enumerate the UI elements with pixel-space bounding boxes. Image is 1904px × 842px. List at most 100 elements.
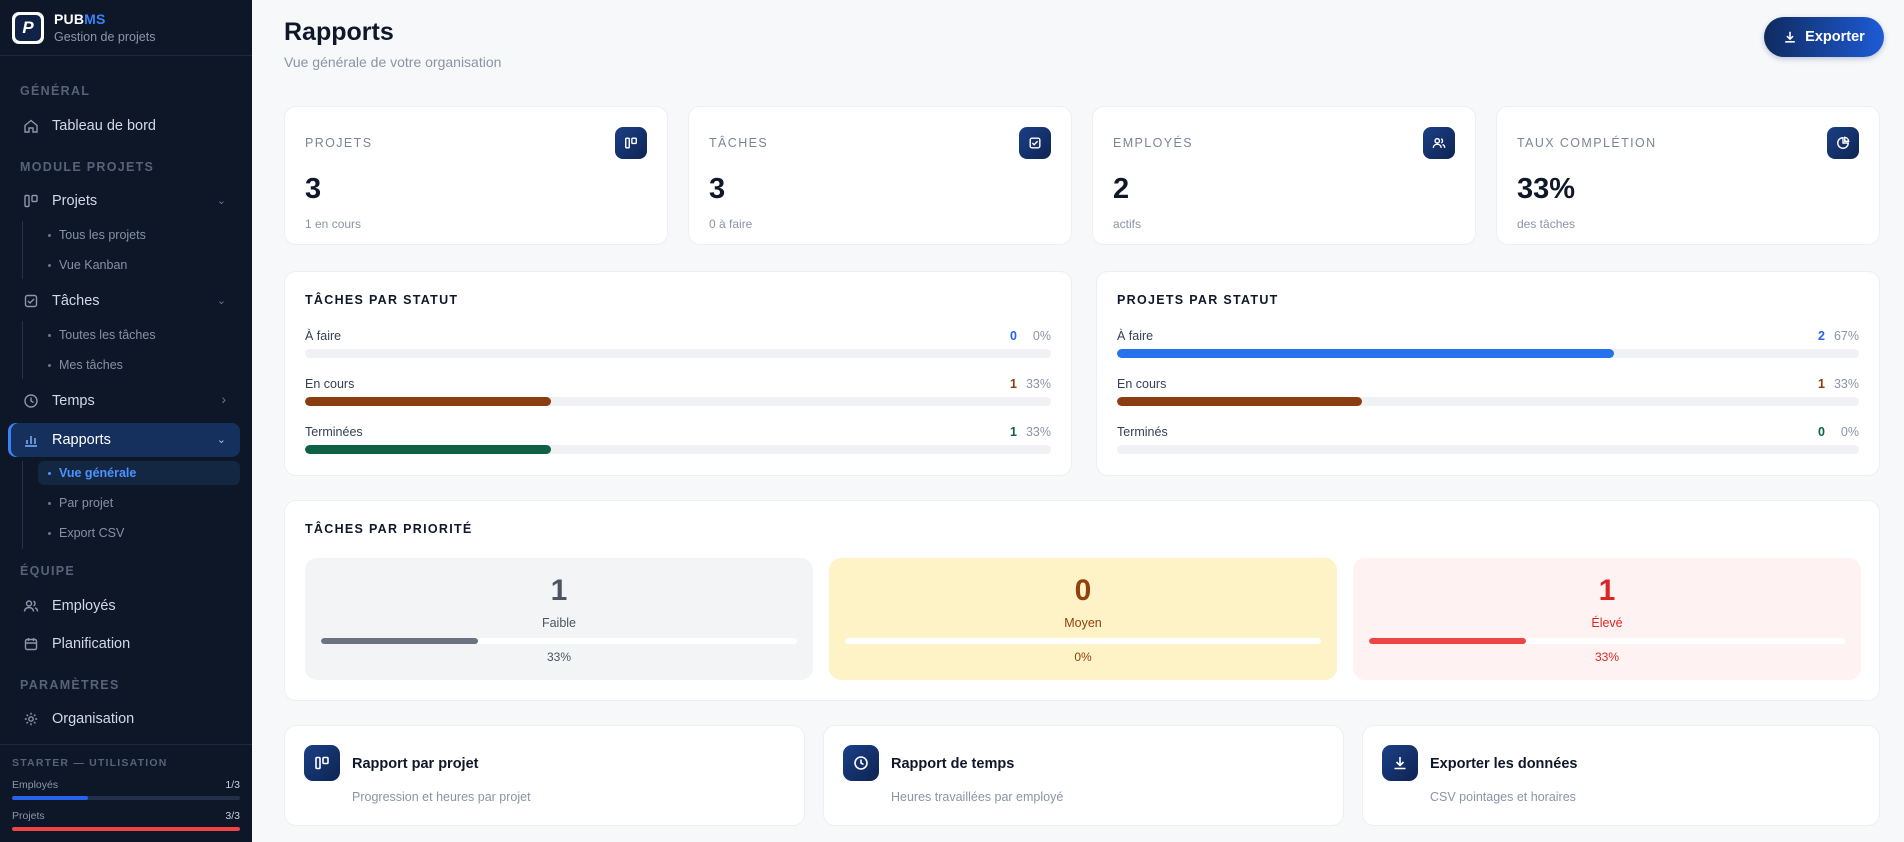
priority-high: 1 Élevé 33%: [1353, 558, 1861, 680]
sub-my-tasks[interactable]: Mes tâches: [38, 353, 240, 377]
export-button[interactable]: Exporter: [1764, 17, 1884, 57]
chevron-down-icon: ⌄: [216, 195, 226, 207]
usage-employees-row: Employés 1/3: [12, 779, 240, 791]
card-title: TÂCHES PAR PRIORITÉ: [305, 522, 473, 536]
tasks-by-priority-card: TÂCHES PAR PRIORITÉ 1 Faible 33% 0 Moyen…: [284, 500, 1880, 701]
report-title: Exporter les données: [1430, 756, 1578, 772]
report-description: CSV pointages et horaires: [1430, 790, 1576, 804]
nav-planning[interactable]: Planification: [8, 627, 240, 661]
kanban-icon: [615, 127, 647, 159]
projects-subtree-line: [22, 221, 23, 279]
report-title: Rapport de temps: [891, 756, 1015, 772]
stat-value: 3: [709, 173, 726, 205]
priority-medium: 0 Moyen 0%: [829, 558, 1337, 680]
usage-title: STARTER — UTILISATION: [12, 757, 168, 769]
reports-subtree-line: [22, 461, 23, 549]
stat-note: des tâches: [1517, 217, 1576, 231]
tasks-by-status-card: TÂCHES PAR STATUT À faire 0 0% En cours …: [284, 271, 1072, 476]
brand-name: PUBMS: [54, 11, 106, 27]
sub-all-projects[interactable]: Tous les projets: [38, 223, 240, 247]
chevron-right-icon: ›: [221, 391, 226, 407]
stat-label: TÂCHES: [709, 136, 769, 150]
section-general: GÉNÉRAL: [20, 84, 91, 98]
download-icon: [1382, 745, 1418, 781]
section-settings: PARAMÈTRES: [20, 678, 120, 692]
download-icon: [1783, 30, 1797, 44]
stat-card-projects: PROJETS 3 1 en cours: [284, 106, 668, 245]
usage-projects-bar: [12, 827, 240, 831]
sidebar: P PUBMS Gestion de projets GÉNÉRAL Table…: [0, 0, 252, 842]
chevron-down-icon: ⌄: [216, 295, 226, 307]
logo-letter: P: [15, 14, 41, 41]
stat-label: TAUX COMPLÉTION: [1517, 136, 1657, 150]
progress-track: [305, 349, 1051, 358]
priority-low: 1 Faible 33%: [305, 558, 813, 680]
report-description: Heures travaillées par employé: [891, 790, 1064, 804]
section-team: ÉQUIPE: [20, 564, 76, 578]
stat-note: actifs: [1113, 217, 1142, 231]
report-link-by-project[interactable]: Rapport par projet Progression et heures…: [284, 725, 805, 826]
sub-kanban[interactable]: Vue Kanban: [38, 253, 240, 277]
home-icon: [22, 117, 40, 135]
progress-track: [1117, 349, 1859, 358]
sub-overview[interactable]: Vue générale: [38, 461, 240, 485]
tasks-subtree-line: [22, 321, 23, 379]
progress-track: [305, 445, 1051, 454]
status-row: En cours 1 33%: [1117, 377, 1859, 417]
status-row: En cours 1 33%: [305, 377, 1051, 417]
nav-projects[interactable]: Projets ⌄: [8, 184, 240, 218]
status-row: À faire 0 0%: [305, 329, 1051, 369]
check-square-icon: [22, 292, 40, 310]
stat-note: 1 en cours: [305, 217, 362, 231]
users-icon: [22, 597, 40, 615]
nav-dashboard[interactable]: Tableau de bord: [8, 109, 240, 143]
stat-value: 2: [1113, 173, 1130, 205]
brand[interactable]: P PUBMS Gestion de projets: [0, 0, 252, 56]
report-description: Progression et heures par projet: [352, 790, 531, 804]
status-row: Terminées 1 33%: [305, 425, 1051, 465]
sub-export-csv[interactable]: Export CSV: [38, 521, 240, 545]
stat-label: PROJETS: [305, 136, 373, 150]
stat-label: EMPLOYÉS: [1113, 136, 1193, 150]
report-title: Rapport par projet: [352, 756, 479, 772]
status-row: Terminés 0 0%: [1117, 425, 1859, 465]
calendar-icon: [22, 635, 40, 653]
plan-usage: STARTER — UTILISATION Employés 1/3 Projet…: [0, 744, 252, 831]
kanban-icon: [304, 745, 340, 781]
sub-all-tasks[interactable]: Toutes les tâches: [38, 323, 240, 347]
users-icon: [1423, 127, 1455, 159]
page-title: Rapports: [284, 18, 394, 46]
page-subtitle: Vue générale de votre organisation: [284, 54, 502, 70]
usage-employees-bar: [12, 796, 240, 800]
nav-tasks[interactable]: Tâches ⌄: [8, 284, 240, 318]
main-content: Rapports Vue générale de votre organisat…: [252, 0, 1904, 842]
card-title: TÂCHES PAR STATUT: [305, 293, 459, 307]
stat-card-tasks: TÂCHES 3 0 à faire: [688, 106, 1072, 245]
brand-subtitle: Gestion de projets: [54, 30, 156, 44]
clock-icon: [843, 745, 879, 781]
check-square-icon: [1019, 127, 1051, 159]
usage-projects-row: Projets 3/3: [12, 810, 240, 822]
report-link-time[interactable]: Rapport de temps Heures travaillées par …: [823, 725, 1344, 826]
chevron-down-icon: ⌄: [216, 434, 226, 446]
app-logo: P: [12, 11, 44, 44]
nav-organization[interactable]: Organisation: [8, 702, 240, 736]
gear-icon: [22, 710, 40, 728]
status-row: À faire 2 67%: [1117, 329, 1859, 369]
card-title: PROJETS PAR STATUT: [1117, 293, 1279, 307]
kanban-icon: [22, 192, 40, 210]
stat-card-employees: EMPLOYÉS 2 actifs: [1092, 106, 1476, 245]
stat-card-completion: TAUX COMPLÉTION 33% des tâches: [1496, 106, 1880, 245]
nav-time[interactable]: Temps ›: [8, 384, 240, 418]
nav-employees[interactable]: Employés: [8, 589, 240, 623]
progress-track: [1117, 397, 1859, 406]
section-projects-module: MODULE PROJETS: [20, 160, 155, 174]
stat-note: 0 à faire: [709, 217, 753, 231]
clock-icon: [22, 392, 40, 410]
projects-by-status-card: PROJETS PAR STATUT À faire 2 67% En cour…: [1096, 271, 1880, 476]
nav-reports[interactable]: Rapports ⌄: [8, 423, 240, 457]
report-link-export[interactable]: Exporter les données CSV pointages et ho…: [1362, 725, 1880, 826]
progress-track: [305, 397, 1051, 406]
sub-by-project[interactable]: Par projet: [38, 491, 240, 515]
progress-track: [1117, 445, 1859, 454]
